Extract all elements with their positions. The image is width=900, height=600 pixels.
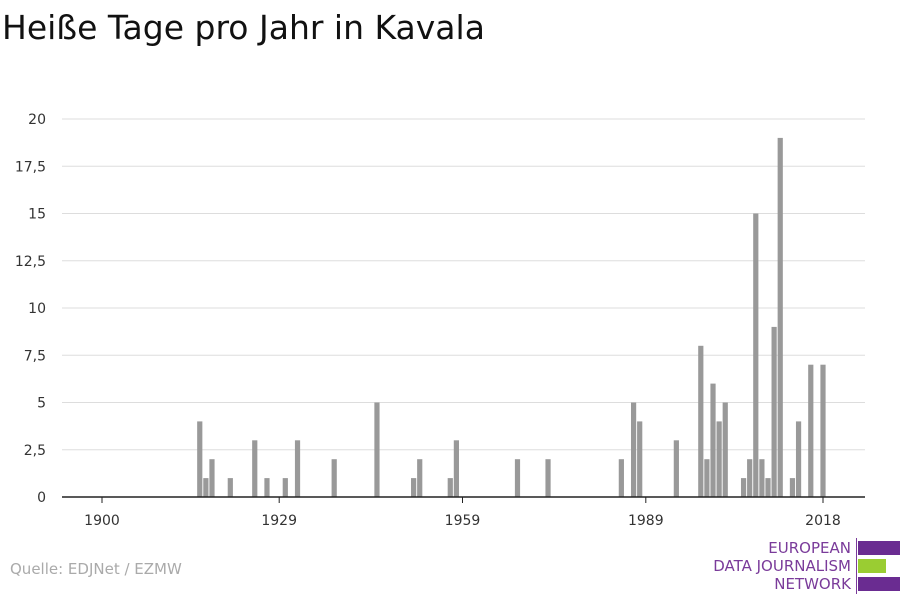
bar: [765, 478, 771, 497]
bar: [716, 421, 722, 497]
bar: [698, 345, 704, 497]
bar: [417, 459, 423, 497]
bar: [453, 440, 459, 497]
bar: [514, 459, 521, 497]
x-tick-label: 1929: [261, 513, 297, 529]
logo-line-3: NETWORK: [774, 575, 851, 593]
bar: [374, 402, 380, 497]
bar: [618, 459, 624, 497]
bar: [630, 402, 637, 497]
bar: [820, 364, 826, 497]
bar: [282, 478, 288, 497]
bar: [637, 421, 643, 497]
bar: [747, 459, 753, 497]
bar: [759, 459, 765, 497]
edjnet-logo: EUROPEAN DATA JOURNALISM NETWORK: [700, 538, 900, 594]
bar: [197, 421, 203, 497]
y-tick-label: 5: [37, 396, 46, 412]
bar: [789, 478, 796, 497]
bar: [795, 421, 802, 497]
bar: [704, 459, 710, 497]
bar: [808, 364, 814, 497]
bar: [777, 137, 783, 497]
x-tick-label: 2018: [805, 513, 841, 529]
x-tick-label: 1900: [84, 513, 120, 529]
grid-lines: [62, 118, 865, 451]
bar: [209, 459, 215, 497]
logo-bar-middle: [858, 559, 886, 573]
bar: [264, 478, 270, 497]
bar: [673, 440, 679, 497]
y-tick-label: 20: [28, 112, 46, 128]
bar: [771, 326, 777, 497]
source-note: Quelle: EDJNet / EZMW: [10, 560, 182, 578]
bar: [753, 213, 759, 497]
x-tick-label: 1959: [445, 513, 481, 529]
y-tick-label: 2,5: [24, 443, 46, 459]
logo-line-1: EUROPEAN: [768, 539, 851, 557]
bar: [294, 440, 301, 497]
bar: [331, 459, 337, 497]
bar: [252, 440, 258, 497]
logo-divider: [856, 538, 857, 594]
logo-bar-top: [858, 541, 900, 555]
bar: [740, 478, 747, 497]
y-tick-label: 0: [37, 490, 46, 506]
bar: [710, 383, 716, 497]
logo-line-2: DATA JOURNALISM: [713, 557, 851, 575]
y-tick-label: 12,5: [15, 254, 46, 270]
chart-title: Heiße Tage pro Jahr in Kavala: [2, 8, 485, 47]
y-tick-label: 10: [28, 301, 46, 317]
bar: [203, 478, 209, 497]
bar: [545, 459, 551, 497]
y-tick-label: 15: [28, 207, 46, 223]
y-tick-label: 17,5: [15, 159, 46, 175]
logo-bar-bottom: [858, 577, 900, 591]
axes: 0 2,5 5 7,5 10 12,5 15 17,5 20 1900 1929 1959 1989 20…: [15, 112, 865, 529]
bar: [411, 478, 417, 497]
y-tick-label: 7,5: [24, 348, 46, 364]
bar: [722, 402, 728, 497]
x-tick-label: 1989: [628, 513, 664, 529]
bar: [447, 478, 453, 497]
bar: [227, 478, 233, 497]
bars: [197, 137, 826, 497]
